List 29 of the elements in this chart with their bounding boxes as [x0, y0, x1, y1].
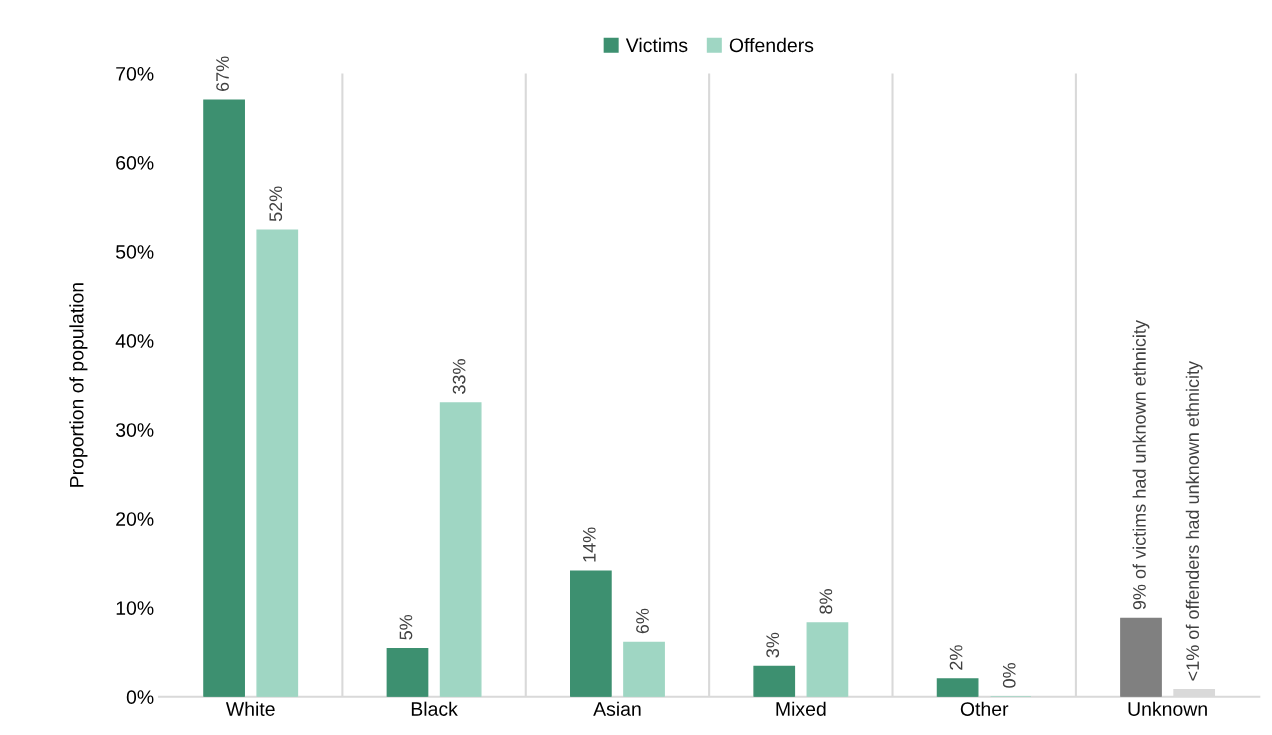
data-label: 14%	[583, 527, 596, 562]
data-label: 0%	[1002, 662, 1016, 688]
y-tick-label: 10%	[116, 601, 154, 615]
y-tick-label: 60%	[116, 156, 154, 170]
x-tick-label: Asian	[593, 701, 641, 716]
data-label: 6%	[636, 608, 649, 634]
data-label: 8%	[819, 589, 833, 614]
x-tick-label: Unknown	[1128, 701, 1207, 716]
data-label: 52%	[269, 186, 283, 222]
y-tick-label: 70%	[116, 66, 154, 81]
x-tick-label: Mixed	[776, 701, 826, 716]
y-tick-label: 50%	[116, 245, 154, 259]
data-label: 67%	[216, 56, 229, 91]
data-label: 5%	[399, 614, 413, 640]
x-tick-label: Other	[960, 701, 1009, 716]
data-label: 3%	[766, 632, 780, 658]
y-tick-label: 30%	[115, 423, 154, 437]
y-axis-title: Proportion of population	[69, 283, 88, 487]
x-tick-label: Black	[411, 701, 458, 716]
data-label: <1% of offenders had unknown ethnicity	[1185, 360, 1203, 681]
y-tick-label: 0%	[126, 690, 154, 705]
x-tick-label: White	[225, 701, 275, 716]
data-label: 9% of victims had unknown ethnicity	[1132, 320, 1150, 610]
data-label: 2%	[949, 645, 963, 670]
y-tick-label: 40%	[115, 334, 154, 348]
data-label: 33%	[452, 359, 466, 394]
legend-label: Offenders	[729, 37, 814, 53]
y-tick-label: 20%	[116, 512, 154, 526]
legend-label: Victims	[625, 37, 688, 53]
